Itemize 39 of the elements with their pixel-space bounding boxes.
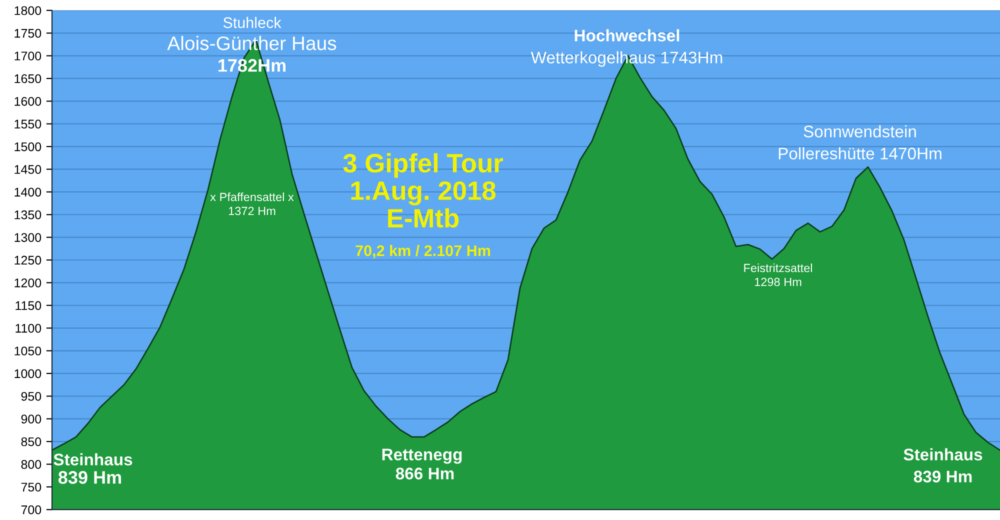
text: 3 Gipfel Tour 1.Aug. 2018 E-Mtb xyxy=(343,153,504,228)
y-tick-label: 1250 xyxy=(14,256,42,265)
y-tick-label: 1150 xyxy=(16,301,42,310)
annotation: Hochwechsel xyxy=(574,29,680,42)
annotation: Sonnwendstein xyxy=(804,125,916,138)
annotation: 839 Hm xyxy=(58,471,121,484)
y-tick-label: 1600 xyxy=(14,96,42,106)
y-tick-label: 1300 xyxy=(14,233,42,242)
y-tick-label: 1500 xyxy=(14,142,42,152)
y-tick-label: 850 xyxy=(21,437,42,446)
y-tick-label: 900 xyxy=(21,414,42,424)
y-tick-label: 1100 xyxy=(16,324,42,333)
annotation: Steinhaus xyxy=(54,453,132,466)
y-tick-label: 950 xyxy=(21,392,42,401)
y-tick-label: 1350 xyxy=(14,210,42,220)
y-tick-label: 1200 xyxy=(14,278,42,288)
text: 70,2 km / 2.107 Hm xyxy=(356,244,490,258)
y-tick-label: 1700 xyxy=(14,52,42,60)
y-tick-label: 1550 xyxy=(14,120,42,129)
annotation: 1298 Hm xyxy=(754,278,802,286)
y-tick-label: 1750 xyxy=(14,28,42,38)
y-tick-label: 1650 xyxy=(14,74,42,84)
annotation: 839 Hm xyxy=(914,470,972,482)
y-tick-label: 800 xyxy=(21,460,42,469)
annotation: Feistritzsattel xyxy=(744,263,812,272)
annotation: Pollereshütte 1470Hm xyxy=(778,147,942,160)
y-tick-label: 1800 xyxy=(14,6,42,16)
y-tick-label: 1450 xyxy=(14,165,42,174)
y-tick-label: 1050 xyxy=(14,346,42,356)
y-tick-label: 1000 xyxy=(14,369,42,378)
y-tick-label: 1400 xyxy=(14,188,42,197)
y-tick-label: 700 xyxy=(21,505,42,514)
annotation: Rettenegg xyxy=(382,448,462,464)
annotation: 866 Hm xyxy=(396,468,454,480)
y-tick-label: 750 xyxy=(21,482,42,492)
annotation: 1372 Hm xyxy=(228,206,276,216)
annotation: x Pfaffensattel x xyxy=(210,192,294,202)
annotation: Steinhaus xyxy=(904,448,982,460)
annotation: Stuhleck xyxy=(223,16,282,28)
